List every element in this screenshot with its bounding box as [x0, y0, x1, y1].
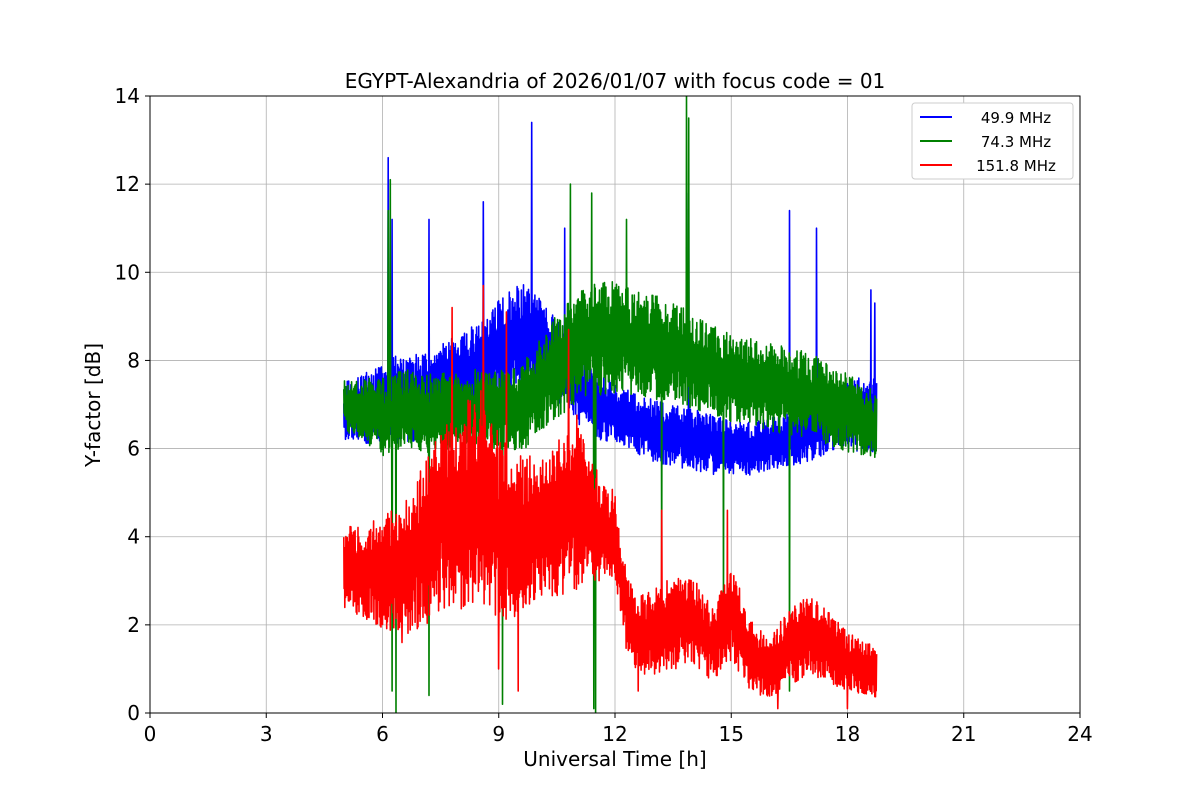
- legend-label-49-9: 49.9 MHz: [981, 109, 1051, 127]
- series-line-151-8-mhz: [343, 284, 878, 710]
- y-tick-label: 10: [115, 260, 140, 284]
- x-tick-label: 0: [144, 722, 157, 746]
- legend-label-74-3: 74.3 MHz: [981, 133, 1051, 151]
- x-tick-label: 18: [835, 722, 860, 746]
- x-tick-label: 3: [260, 722, 273, 746]
- y-tick-label: 8: [127, 348, 140, 372]
- y-tick-label: 12: [115, 172, 140, 196]
- x-tick-label: 6: [376, 722, 389, 746]
- y-axis-label: Y-factor [dB]: [81, 343, 105, 468]
- series-layer: [343, 96, 878, 713]
- x-tick-label: 21: [951, 722, 976, 746]
- y-tick-label: 14: [115, 84, 140, 108]
- chart-title: EGYPT-Alexandria of 2026/01/07 with focu…: [345, 69, 886, 93]
- x-tick-label: 9: [492, 722, 505, 746]
- x-tick-label: 15: [719, 722, 744, 746]
- x-tick-label: 24: [1067, 722, 1092, 746]
- y-tick-label: 4: [127, 525, 140, 549]
- x-axis-label: Universal Time [h]: [523, 747, 706, 771]
- series-line-49-9-mhz: [343, 121, 878, 476]
- legend: 49.9 MHz 74.3 MHz 151.8 MHz: [911, 102, 1074, 180]
- series-line-74-3-mhz: [343, 96, 878, 713]
- legend-box: [911, 102, 1074, 180]
- y-tick-label: 0: [127, 701, 140, 725]
- x-tick-label: 12: [602, 722, 627, 746]
- y-tick-label: 6: [127, 437, 140, 461]
- y-tick-label: 2: [127, 613, 140, 637]
- legend-label-151-8: 151.8 MHz: [976, 157, 1056, 175]
